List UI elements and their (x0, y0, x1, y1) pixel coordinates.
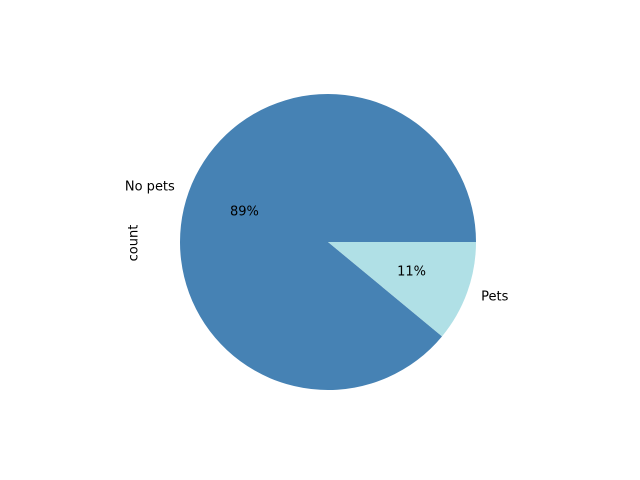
pie-category-label: Pets (481, 290, 508, 305)
pie-slices (180, 93, 477, 391)
y-axis-label: count (127, 225, 142, 262)
pie-pct-label: 89% (230, 204, 259, 219)
pie-pct-label: 11% (397, 265, 426, 280)
pie-category-label: No pets (125, 179, 175, 194)
pie-slice-pets (328, 242, 476, 337)
pie-labels: 89% No pets 11% Pets (125, 179, 509, 304)
